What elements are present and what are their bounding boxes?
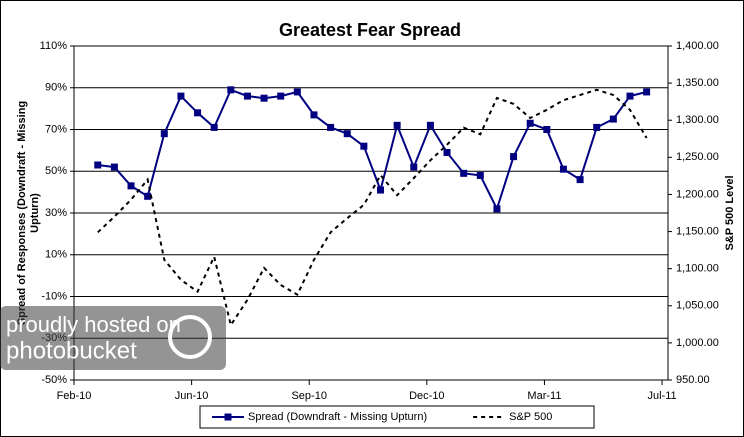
- x-tick-label: Feb-10: [57, 390, 92, 402]
- data-point: [576, 176, 584, 184]
- watermark-icon: [168, 315, 212, 359]
- data-point: [144, 192, 152, 200]
- y-tick-label: 90%: [45, 82, 67, 94]
- y-tick-label: -10%: [41, 290, 67, 302]
- data-point: [277, 92, 285, 100]
- data-point: [110, 163, 118, 171]
- legend-box: [199, 405, 595, 429]
- y2-tick-label: 1,000.00: [676, 337, 719, 349]
- data-point: [543, 126, 551, 133]
- y2-tick-label: 1,050.00: [676, 300, 719, 312]
- y2-tick-label: 1,250.00: [676, 151, 719, 163]
- data-point: [243, 92, 251, 100]
- data-point: [177, 92, 185, 100]
- y-tick-label: 50%: [45, 165, 67, 177]
- data-point: [293, 88, 301, 96]
- watermark-text: proudly hosted on: [6, 312, 181, 337]
- data-point: [377, 186, 385, 194]
- x-tick-label: Jun-10: [175, 390, 209, 402]
- watermark-text: photobucket: [6, 337, 137, 364]
- y-tick-label: 30%: [45, 207, 67, 219]
- data-point: [510, 153, 518, 161]
- data-point: [393, 121, 401, 129]
- x-tick-label: Mar-11: [527, 390, 561, 402]
- y2-tick-label: 1,200.00: [676, 188, 719, 200]
- data-point: [460, 169, 468, 177]
- y-tick-label: -50%: [41, 374, 67, 386]
- data-point: [210, 123, 218, 131]
- data-point: [194, 109, 202, 117]
- data-point: [410, 163, 418, 171]
- legend-marker: [224, 413, 232, 421]
- data-point: [327, 123, 335, 131]
- y-tick-label: 110%: [40, 40, 68, 52]
- data-point: [643, 88, 651, 96]
- data-point: [160, 130, 168, 138]
- legend-label: S&P 500: [509, 411, 552, 423]
- y-tick-label: 70%: [45, 123, 67, 135]
- data-point: [609, 115, 617, 123]
- series-line: [97, 88, 647, 212]
- x-tick-label: Sep-10: [291, 390, 326, 402]
- data-point: [94, 161, 102, 169]
- data-point: [426, 121, 434, 129]
- data-point: [526, 119, 534, 127]
- y2-tick-label: 950.00: [676, 374, 710, 386]
- legend-label: Spread (Downdraft - Missing Upturn): [248, 411, 427, 423]
- data-point: [260, 94, 268, 102]
- y2-axis-title: S&P 500 Level: [724, 175, 736, 250]
- data-point: [227, 86, 235, 94]
- data-point: [360, 142, 368, 150]
- y2-tick-label: 1,300.00: [676, 114, 719, 126]
- data-point: [476, 171, 484, 179]
- data-point: [493, 205, 501, 213]
- y2-tick-label: 1,100.00: [676, 263, 719, 275]
- y2-tick-label: 1,400.00: [676, 40, 719, 52]
- data-point: [593, 123, 601, 131]
- data-point: [310, 111, 318, 119]
- data-point: [127, 182, 135, 190]
- legend: Spread (Downdraft - Missing Upturn) S&P 5…: [199, 405, 595, 429]
- x-tick-label: Jul-11: [647, 390, 676, 402]
- y2-tick-label: 1,150.00: [676, 225, 719, 237]
- y-axis-title: Upturn): [29, 193, 41, 233]
- y-tick-label: 10%: [45, 249, 67, 261]
- data-point: [443, 148, 451, 156]
- data-point: [559, 165, 567, 173]
- y-axis-title: Spread of Responses (Downdraft - Missing: [16, 101, 28, 325]
- watermark: proudly hosted on photobucket: [0, 306, 226, 370]
- x-tick-label: Dec-10: [409, 390, 444, 402]
- data-point: [343, 130, 351, 138]
- y2-tick-label: 1,350.00: [676, 77, 719, 89]
- chart-title: Greatest Fear Spread: [279, 20, 461, 40]
- data-point: [626, 92, 634, 100]
- watermark-box: [0, 306, 226, 370]
